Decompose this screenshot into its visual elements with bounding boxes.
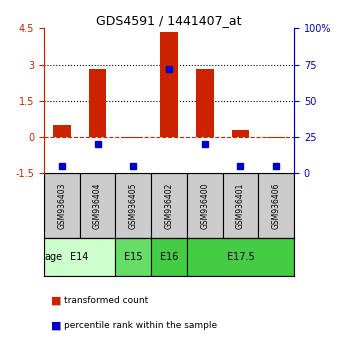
Bar <box>232 130 249 137</box>
Text: E16: E16 <box>160 252 178 262</box>
Text: E15: E15 <box>124 252 143 262</box>
Text: transformed count: transformed count <box>64 296 148 306</box>
Text: GSM936405: GSM936405 <box>129 182 138 229</box>
FancyBboxPatch shape <box>187 173 223 238</box>
FancyBboxPatch shape <box>44 173 80 238</box>
Text: ■: ■ <box>51 321 61 331</box>
Text: E14: E14 <box>71 252 89 262</box>
FancyBboxPatch shape <box>115 173 151 238</box>
Text: E17.5: E17.5 <box>226 252 254 262</box>
FancyBboxPatch shape <box>258 173 294 238</box>
Title: GDS4591 / 1441407_at: GDS4591 / 1441407_at <box>96 14 242 27</box>
Bar <box>124 137 142 138</box>
Bar <box>267 137 285 138</box>
Bar <box>196 69 214 137</box>
FancyBboxPatch shape <box>44 238 115 276</box>
Text: age: age <box>45 252 63 262</box>
FancyBboxPatch shape <box>151 238 187 276</box>
Bar <box>89 69 106 137</box>
FancyBboxPatch shape <box>151 173 187 238</box>
Text: GSM936404: GSM936404 <box>93 182 102 229</box>
FancyBboxPatch shape <box>80 173 115 238</box>
Text: GSM936403: GSM936403 <box>57 182 66 229</box>
FancyBboxPatch shape <box>223 173 258 238</box>
Text: GSM936406: GSM936406 <box>272 182 281 229</box>
Text: GSM936400: GSM936400 <box>200 182 209 229</box>
Bar <box>160 32 178 137</box>
FancyBboxPatch shape <box>115 238 151 276</box>
Text: GSM936402: GSM936402 <box>165 182 173 229</box>
FancyBboxPatch shape <box>187 238 294 276</box>
Bar <box>53 125 71 137</box>
Text: ■: ■ <box>51 296 61 306</box>
Text: GSM936401: GSM936401 <box>236 182 245 229</box>
Text: percentile rank within the sample: percentile rank within the sample <box>64 321 217 330</box>
